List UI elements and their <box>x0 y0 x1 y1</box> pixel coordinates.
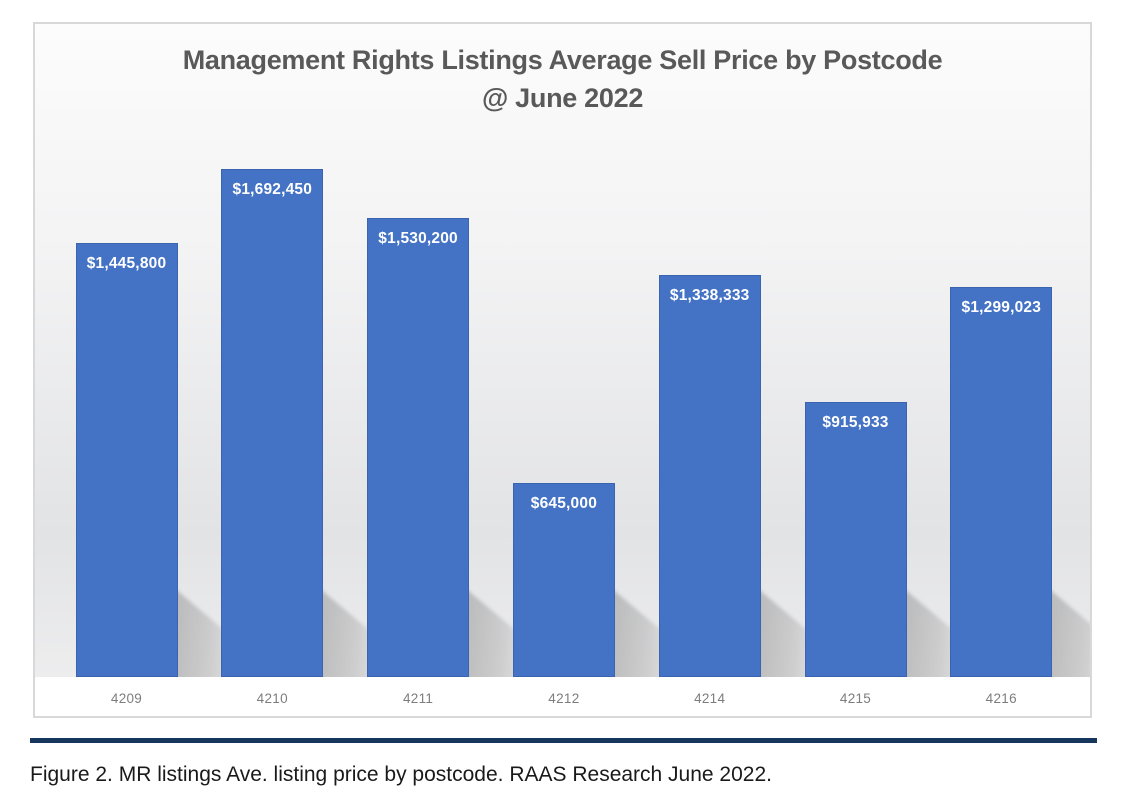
bar-value-label: $1,692,450 <box>232 181 313 198</box>
x-axis-label: 4216 <box>985 691 1017 706</box>
bar-value-label: $1,299,023 <box>961 299 1042 316</box>
x-axis-label: 4210 <box>256 691 288 706</box>
bar-value-label: $1,530,200 <box>378 230 458 247</box>
bar-value-label: $915,933 <box>822 414 889 431</box>
bar-value-label: $1,445,800 <box>86 255 167 272</box>
x-axis: 4209 4210 4211 4212 4214 4215 4216 <box>35 677 1090 716</box>
plot-area: Management Rights Listings Average Sell … <box>35 24 1090 677</box>
x-axis-label: 4211 <box>402 691 434 706</box>
bar-4211: $1,530,200 <box>367 218 470 677</box>
bar-4215: $915,933 <box>804 402 907 677</box>
bar-value-label: $1,338,333 <box>669 287 750 304</box>
chart-figure: Management Rights Listings Average Sell … <box>33 22 1092 718</box>
chart-title-line1: Management Rights Listings Average Sell … <box>182 45 943 75</box>
bar-4209: $1,445,800 <box>75 243 178 677</box>
caption-divider <box>30 738 1097 743</box>
x-axis-label: 4212 <box>548 691 580 706</box>
x-axis-label: 4215 <box>839 691 872 706</box>
x-axis-label: 4214 <box>694 691 726 706</box>
bar-4212: $645,000 <box>512 483 615 677</box>
x-axis-label: 4209 <box>110 691 143 706</box>
bar-4216: $1,299,023 <box>950 287 1053 677</box>
bar-4214: $1,338,333 <box>658 275 761 677</box>
figure-caption: Figure 2. MR listings Ave. listing price… <box>30 763 772 786</box>
bar-value-label: $645,000 <box>530 495 598 512</box>
bar-4210: $1,692,450 <box>221 169 324 677</box>
chart-title: Management Rights Listings Average Sell … <box>35 41 1090 117</box>
chart-title-line2: @ June 2022 <box>481 83 644 113</box>
